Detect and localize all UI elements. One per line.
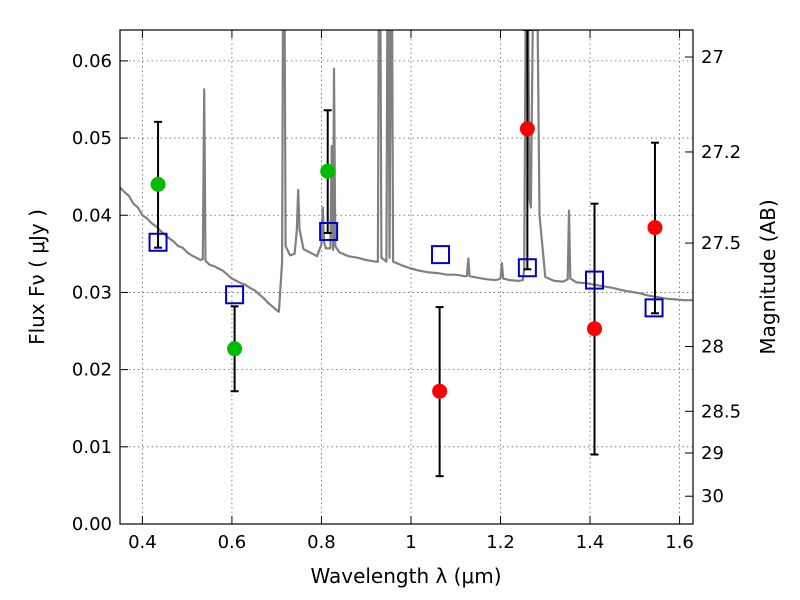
red-point: [432, 383, 448, 399]
y-axis-right-label: Magnitude (AB): [756, 199, 780, 354]
red-point: [587, 321, 603, 337]
plot-frame: [119, 29, 694, 525]
data-markers: [148, 121, 664, 399]
square-point: [319, 221, 339, 241]
x-tick-label: 1.4: [576, 532, 605, 553]
square-point: [585, 270, 605, 290]
grid-lines: [120, 30, 693, 525]
square-point: [517, 258, 537, 278]
mag-tick-label: 27.2: [701, 142, 741, 163]
y-tick-label: 0.00: [72, 514, 112, 535]
x-tick-label: 1.6: [665, 532, 694, 553]
mag-tick-label: 28.5: [701, 401, 741, 422]
mag-tick-label: 30: [701, 486, 724, 507]
x-axis-label: Wavelength λ (μm): [310, 564, 501, 588]
green-point: [150, 176, 166, 192]
y-tick-label: 0.01: [72, 437, 112, 458]
x-tick-label: 1: [405, 532, 416, 553]
square-point: [148, 232, 168, 252]
y-tick-label: 0.03: [72, 282, 112, 303]
spectrum-layer: [120, 30, 693, 313]
green-point: [320, 163, 336, 179]
y-tick-label: 0.04: [72, 205, 112, 226]
y-axis-label: Flux Fν ( μJy ): [25, 209, 49, 345]
x-tick-label: 0.6: [218, 532, 247, 553]
mag-tick-label: 27.5: [701, 233, 741, 254]
x-tick-label: 0.8: [307, 532, 336, 553]
y-tick-label: 0.06: [72, 51, 112, 72]
square-point: [225, 285, 245, 305]
x-tick-label: 1.2: [486, 532, 515, 553]
mag-tick-label: 28: [701, 336, 724, 357]
mag-tick-label: 27: [701, 47, 724, 68]
x-tick-label: 0.4: [128, 532, 157, 553]
red-point: [519, 121, 535, 137]
red-point: [647, 220, 663, 236]
square-point: [644, 298, 664, 318]
mag-tick-label: 29: [701, 443, 724, 464]
y-tick-label: 0.05: [72, 128, 112, 149]
y-tick-label: 0.02: [72, 360, 112, 381]
axis-ticks: 0.4 0.6 0.8 1 1.2 1.4 1.6 0.00 0.01 0.02 0.03 0.04 0…: [72, 30, 741, 553]
spectrum-line: [120, 30, 693, 313]
green-point: [227, 341, 243, 357]
plot-background: [120, 30, 693, 524]
square-point: [431, 245, 451, 265]
